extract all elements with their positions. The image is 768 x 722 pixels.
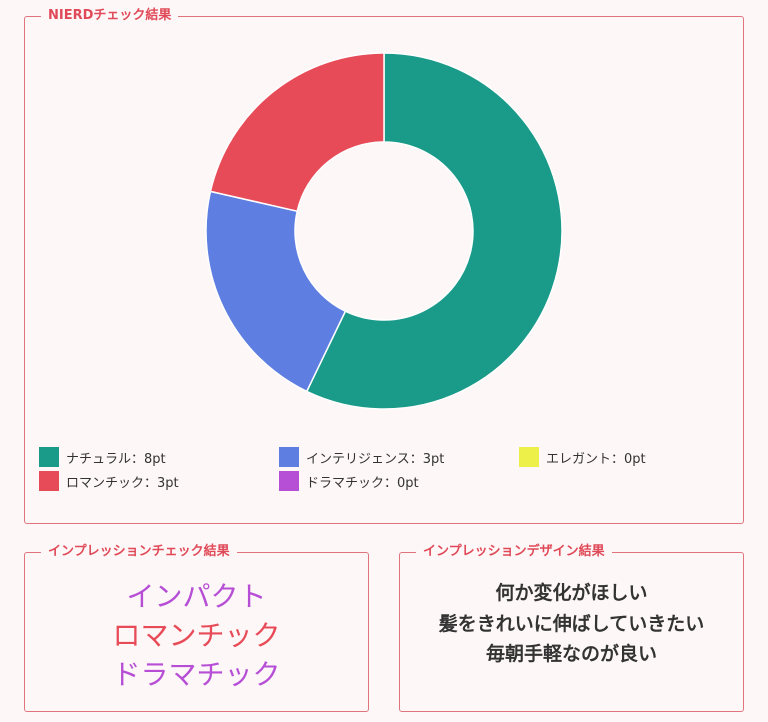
legend-swatch-natural [39,447,59,467]
legend-label-elegant: エレガント：0pt [546,451,646,467]
legend-swatch-elegant [519,447,539,467]
impression-design-panel: インプレッションデザイン結果 何か変化がほしい 髪をきれいに伸ばしていきたい 毎… [399,543,744,712]
design-panel-title: インプレッションデザイン結果 [416,543,612,561]
legend-label-romantic: ロマンチック：3pt [66,475,179,491]
impression-panel-title: インプレッションチェック結果 [41,543,237,561]
design-result-line: 毎朝手軽なのが良い [485,643,657,665]
impression-result-list: インパクト ロマンチック ドラマチック [25,577,368,694]
legend-swatch-intelligence [279,447,299,467]
legend-item-dramatic: ドラマチック：0pt [279,471,419,491]
donut-slice-natural [305,52,563,410]
legend-item-elegant: エレガント：0pt [519,447,646,467]
nierd-donut-chart [205,52,563,410]
nierd-panel-title: NIERDチェック結果 [41,7,179,25]
impression-item: ドラマチック [112,658,281,691]
nierd-result-panel: NIERDチェック結果 ナチュラル：8pt インテリジェンス：3pt エレガント… [24,7,744,524]
donut-slice-intelligence [205,190,347,393]
legend-label-natural: ナチュラル：8pt [66,451,166,467]
legend-swatch-dramatic [279,471,299,491]
impression-item: インパクト [126,580,267,613]
impression-item: ロマンチック [112,619,281,652]
legend-swatch-romantic [39,471,59,491]
impression-check-panel: インプレッションチェック結果 インパクト ロマンチック ドラマチック [24,543,369,712]
legend-item-romantic: ロマンチック：3pt [39,471,179,491]
legend-label-intelligence: インテリジェンス：3pt [306,451,445,467]
legend-label-dramatic: ドラマチック：0pt [306,475,419,491]
design-result-line: 何か変化がほしい [495,582,648,604]
design-result-line: 髪をきれいに伸ばしていきたい [438,612,705,635]
legend-item-natural: ナチュラル：8pt [39,447,166,467]
design-result-list: 何か変化がほしい 髪をきれいに伸ばしていきたい 毎朝手軽なのが良い [400,578,743,670]
donut-slice-romantic [209,52,385,213]
legend-item-intelligence: インテリジェンス：3pt [279,447,444,467]
